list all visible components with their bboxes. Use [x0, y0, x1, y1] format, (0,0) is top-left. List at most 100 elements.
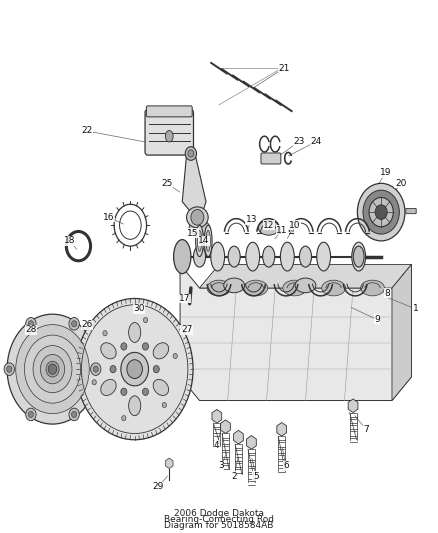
Circle shape	[69, 408, 79, 421]
Text: 11: 11	[276, 226, 287, 235]
Circle shape	[121, 343, 127, 350]
Text: 8: 8	[385, 289, 391, 298]
Ellipse shape	[187, 207, 208, 228]
Ellipse shape	[153, 343, 169, 359]
Ellipse shape	[321, 280, 346, 296]
Circle shape	[26, 318, 36, 330]
Text: 1: 1	[413, 304, 419, 313]
Text: 5: 5	[253, 472, 258, 481]
Text: Diagram for 5018584AB: Diagram for 5018584AB	[164, 521, 274, 530]
Circle shape	[153, 366, 159, 373]
Circle shape	[26, 408, 36, 421]
Text: 6: 6	[283, 462, 289, 471]
Ellipse shape	[206, 230, 210, 252]
Ellipse shape	[153, 379, 169, 395]
Circle shape	[4, 363, 14, 375]
Circle shape	[71, 321, 77, 327]
Circle shape	[142, 388, 148, 395]
Circle shape	[76, 298, 193, 440]
Ellipse shape	[129, 322, 141, 342]
Circle shape	[28, 321, 33, 327]
Ellipse shape	[283, 280, 307, 296]
Circle shape	[143, 318, 148, 322]
Circle shape	[363, 190, 399, 234]
Ellipse shape	[317, 242, 331, 271]
Ellipse shape	[300, 246, 311, 267]
Circle shape	[28, 411, 33, 417]
FancyBboxPatch shape	[145, 110, 194, 155]
Circle shape	[369, 197, 393, 227]
Ellipse shape	[166, 131, 173, 142]
Ellipse shape	[189, 221, 210, 235]
Circle shape	[48, 364, 57, 374]
Circle shape	[375, 205, 387, 220]
Circle shape	[25, 335, 81, 403]
Text: 29: 29	[153, 482, 164, 491]
Text: 19: 19	[380, 168, 391, 177]
Circle shape	[162, 402, 166, 408]
Circle shape	[7, 366, 12, 372]
Ellipse shape	[360, 280, 385, 296]
Text: Bearing-Connecting Rod: Bearing-Connecting Rod	[164, 515, 274, 524]
Ellipse shape	[295, 278, 316, 293]
Polygon shape	[392, 264, 411, 400]
Ellipse shape	[101, 343, 116, 359]
Circle shape	[121, 352, 148, 386]
Circle shape	[40, 354, 65, 384]
Text: 27: 27	[181, 325, 192, 334]
Ellipse shape	[196, 225, 203, 256]
Ellipse shape	[198, 230, 202, 252]
Text: 28: 28	[25, 325, 37, 334]
Polygon shape	[182, 155, 206, 215]
Text: 16: 16	[103, 213, 114, 222]
Circle shape	[122, 416, 126, 421]
Circle shape	[92, 379, 96, 385]
Text: 13: 13	[246, 215, 257, 224]
Text: 12: 12	[263, 221, 275, 230]
Text: 15: 15	[187, 229, 199, 238]
Circle shape	[185, 147, 197, 160]
Circle shape	[91, 363, 101, 375]
Circle shape	[16, 325, 89, 414]
Ellipse shape	[263, 246, 275, 267]
Circle shape	[142, 343, 148, 350]
FancyBboxPatch shape	[406, 208, 416, 214]
Text: 24: 24	[311, 137, 322, 146]
Ellipse shape	[173, 240, 191, 273]
Ellipse shape	[352, 242, 366, 271]
Ellipse shape	[244, 280, 268, 296]
Text: 14: 14	[198, 237, 209, 245]
Text: 18: 18	[64, 237, 76, 245]
Circle shape	[191, 209, 204, 225]
Ellipse shape	[207, 280, 231, 296]
Text: 30: 30	[133, 304, 145, 313]
Ellipse shape	[246, 242, 260, 271]
Text: 7: 7	[363, 425, 369, 434]
Text: 23: 23	[293, 137, 305, 146]
Ellipse shape	[194, 246, 205, 267]
Ellipse shape	[228, 246, 240, 267]
Circle shape	[46, 361, 59, 377]
Circle shape	[33, 345, 72, 393]
Ellipse shape	[129, 396, 141, 416]
Circle shape	[121, 388, 127, 395]
Text: 3: 3	[218, 462, 224, 471]
Circle shape	[71, 411, 77, 417]
Circle shape	[173, 353, 177, 359]
Ellipse shape	[204, 225, 212, 256]
Ellipse shape	[211, 242, 225, 271]
Text: 17: 17	[179, 294, 190, 303]
Text: 22: 22	[81, 126, 93, 135]
Text: 2: 2	[231, 472, 237, 481]
Text: 9: 9	[374, 315, 380, 324]
Circle shape	[188, 150, 194, 157]
Ellipse shape	[280, 242, 294, 271]
Text: 25: 25	[162, 179, 173, 188]
Circle shape	[7, 314, 98, 424]
Ellipse shape	[101, 379, 116, 395]
Ellipse shape	[258, 221, 279, 235]
Text: 21: 21	[278, 64, 290, 72]
Ellipse shape	[175, 242, 189, 271]
Circle shape	[69, 318, 79, 330]
Circle shape	[127, 360, 142, 378]
